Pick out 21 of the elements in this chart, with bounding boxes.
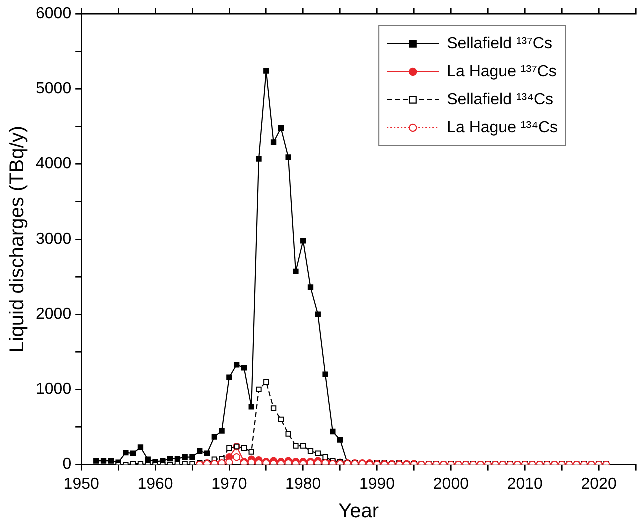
x-tick-label: 1970 bbox=[212, 476, 248, 493]
y-tick-label: 3000 bbox=[36, 230, 72, 248]
y-tick-label: 5000 bbox=[36, 80, 72, 98]
x-tick-label: 1960 bbox=[138, 476, 174, 493]
x-tick-label: 2010 bbox=[507, 476, 544, 493]
legend-label: La Hague ¹³⁴Cs bbox=[447, 119, 558, 136]
y-tick-label: 0 bbox=[62, 456, 72, 474]
y-tick-label: 4000 bbox=[36, 156, 72, 173]
y-tick-label: 1000 bbox=[36, 381, 72, 398]
y-axis-title: Liquid discharges (TBq/y) bbox=[6, 126, 29, 353]
y-tick-label: 2000 bbox=[36, 306, 72, 323]
x-tick-label: 2000 bbox=[433, 476, 470, 493]
x-tick-label: 1980 bbox=[286, 476, 322, 493]
x-tick-label: 1990 bbox=[359, 476, 396, 493]
x-tick-label: 1950 bbox=[64, 476, 100, 493]
legend-label: Sellafield ¹³⁷Cs bbox=[447, 35, 552, 52]
legend-label: La Hague ¹³⁷Cs bbox=[447, 63, 557, 80]
legend-label: Sellafield ¹³⁴Cs bbox=[447, 91, 554, 108]
x-tick-label: 2020 bbox=[581, 476, 617, 493]
x-axis-title: Year bbox=[338, 500, 380, 523]
y-tick-label: 6000 bbox=[36, 5, 72, 22]
